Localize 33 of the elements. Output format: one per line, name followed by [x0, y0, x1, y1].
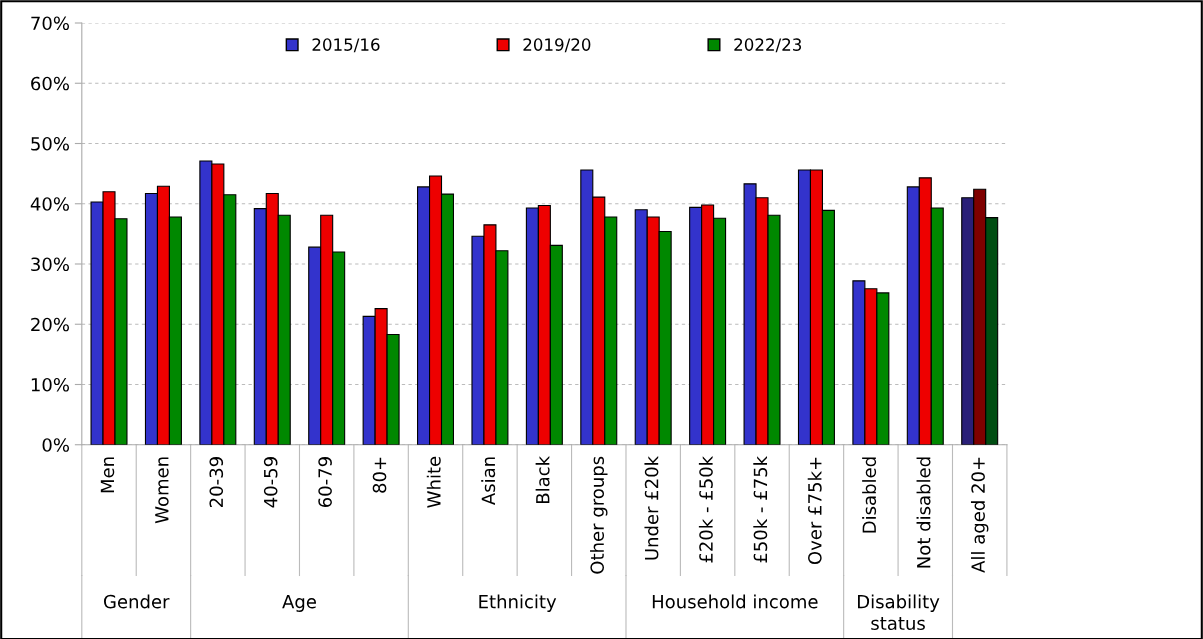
x-tick-label: Disabled: [862, 457, 877, 533]
text: Ethnicity: [479, 594, 557, 612]
x-tick-label: 60-79: [318, 457, 332, 508]
x-tick-label: £20k - £50k: [698, 455, 713, 563]
x-tick-label: 40-59: [263, 457, 278, 508]
x-tick-label: £50k - £75k: [753, 455, 768, 563]
y-tick-label: 10%: [31, 377, 69, 392]
x-tick-label: 20-39: [209, 457, 224, 507]
y-tick-label: 60%: [31, 76, 69, 91]
y-tick-label: 50%: [31, 136, 69, 151]
x-tick-label: Under £20k: [644, 455, 659, 560]
x-tick-label: Men: [100, 457, 115, 493]
legend-label: 2015/16: [312, 38, 380, 53]
x-tick-label: Over £75k+: [807, 457, 822, 565]
y-tick-label: 0%: [42, 438, 69, 452]
x-tick-label: White: [426, 456, 441, 508]
x-tick-label: 80+: [372, 457, 387, 493]
legend-label: 2019/20: [523, 38, 591, 53]
text: Gender: [103, 594, 170, 609]
x-tick-label: Black: [535, 455, 550, 503]
y-tick-label: 20%: [31, 317, 69, 332]
text: Age: [282, 595, 316, 612]
text: Disability status: [858, 594, 940, 631]
legend-label: 2022/23: [734, 38, 802, 53]
y-tick-label: 40%: [30, 197, 69, 211]
x-tick-label: Women: [155, 457, 169, 524]
x-tick-label: All aged 20+: [970, 457, 989, 573]
y-tick-label: 30%: [31, 257, 69, 272]
x-tick-label: Not disabled: [916, 457, 931, 568]
x-tick-label: Asian: [481, 457, 496, 505]
text: Household income: [652, 594, 818, 609]
y-tick-label: 70%: [31, 16, 69, 31]
x-tick-label: Other groups: [590, 456, 608, 574]
